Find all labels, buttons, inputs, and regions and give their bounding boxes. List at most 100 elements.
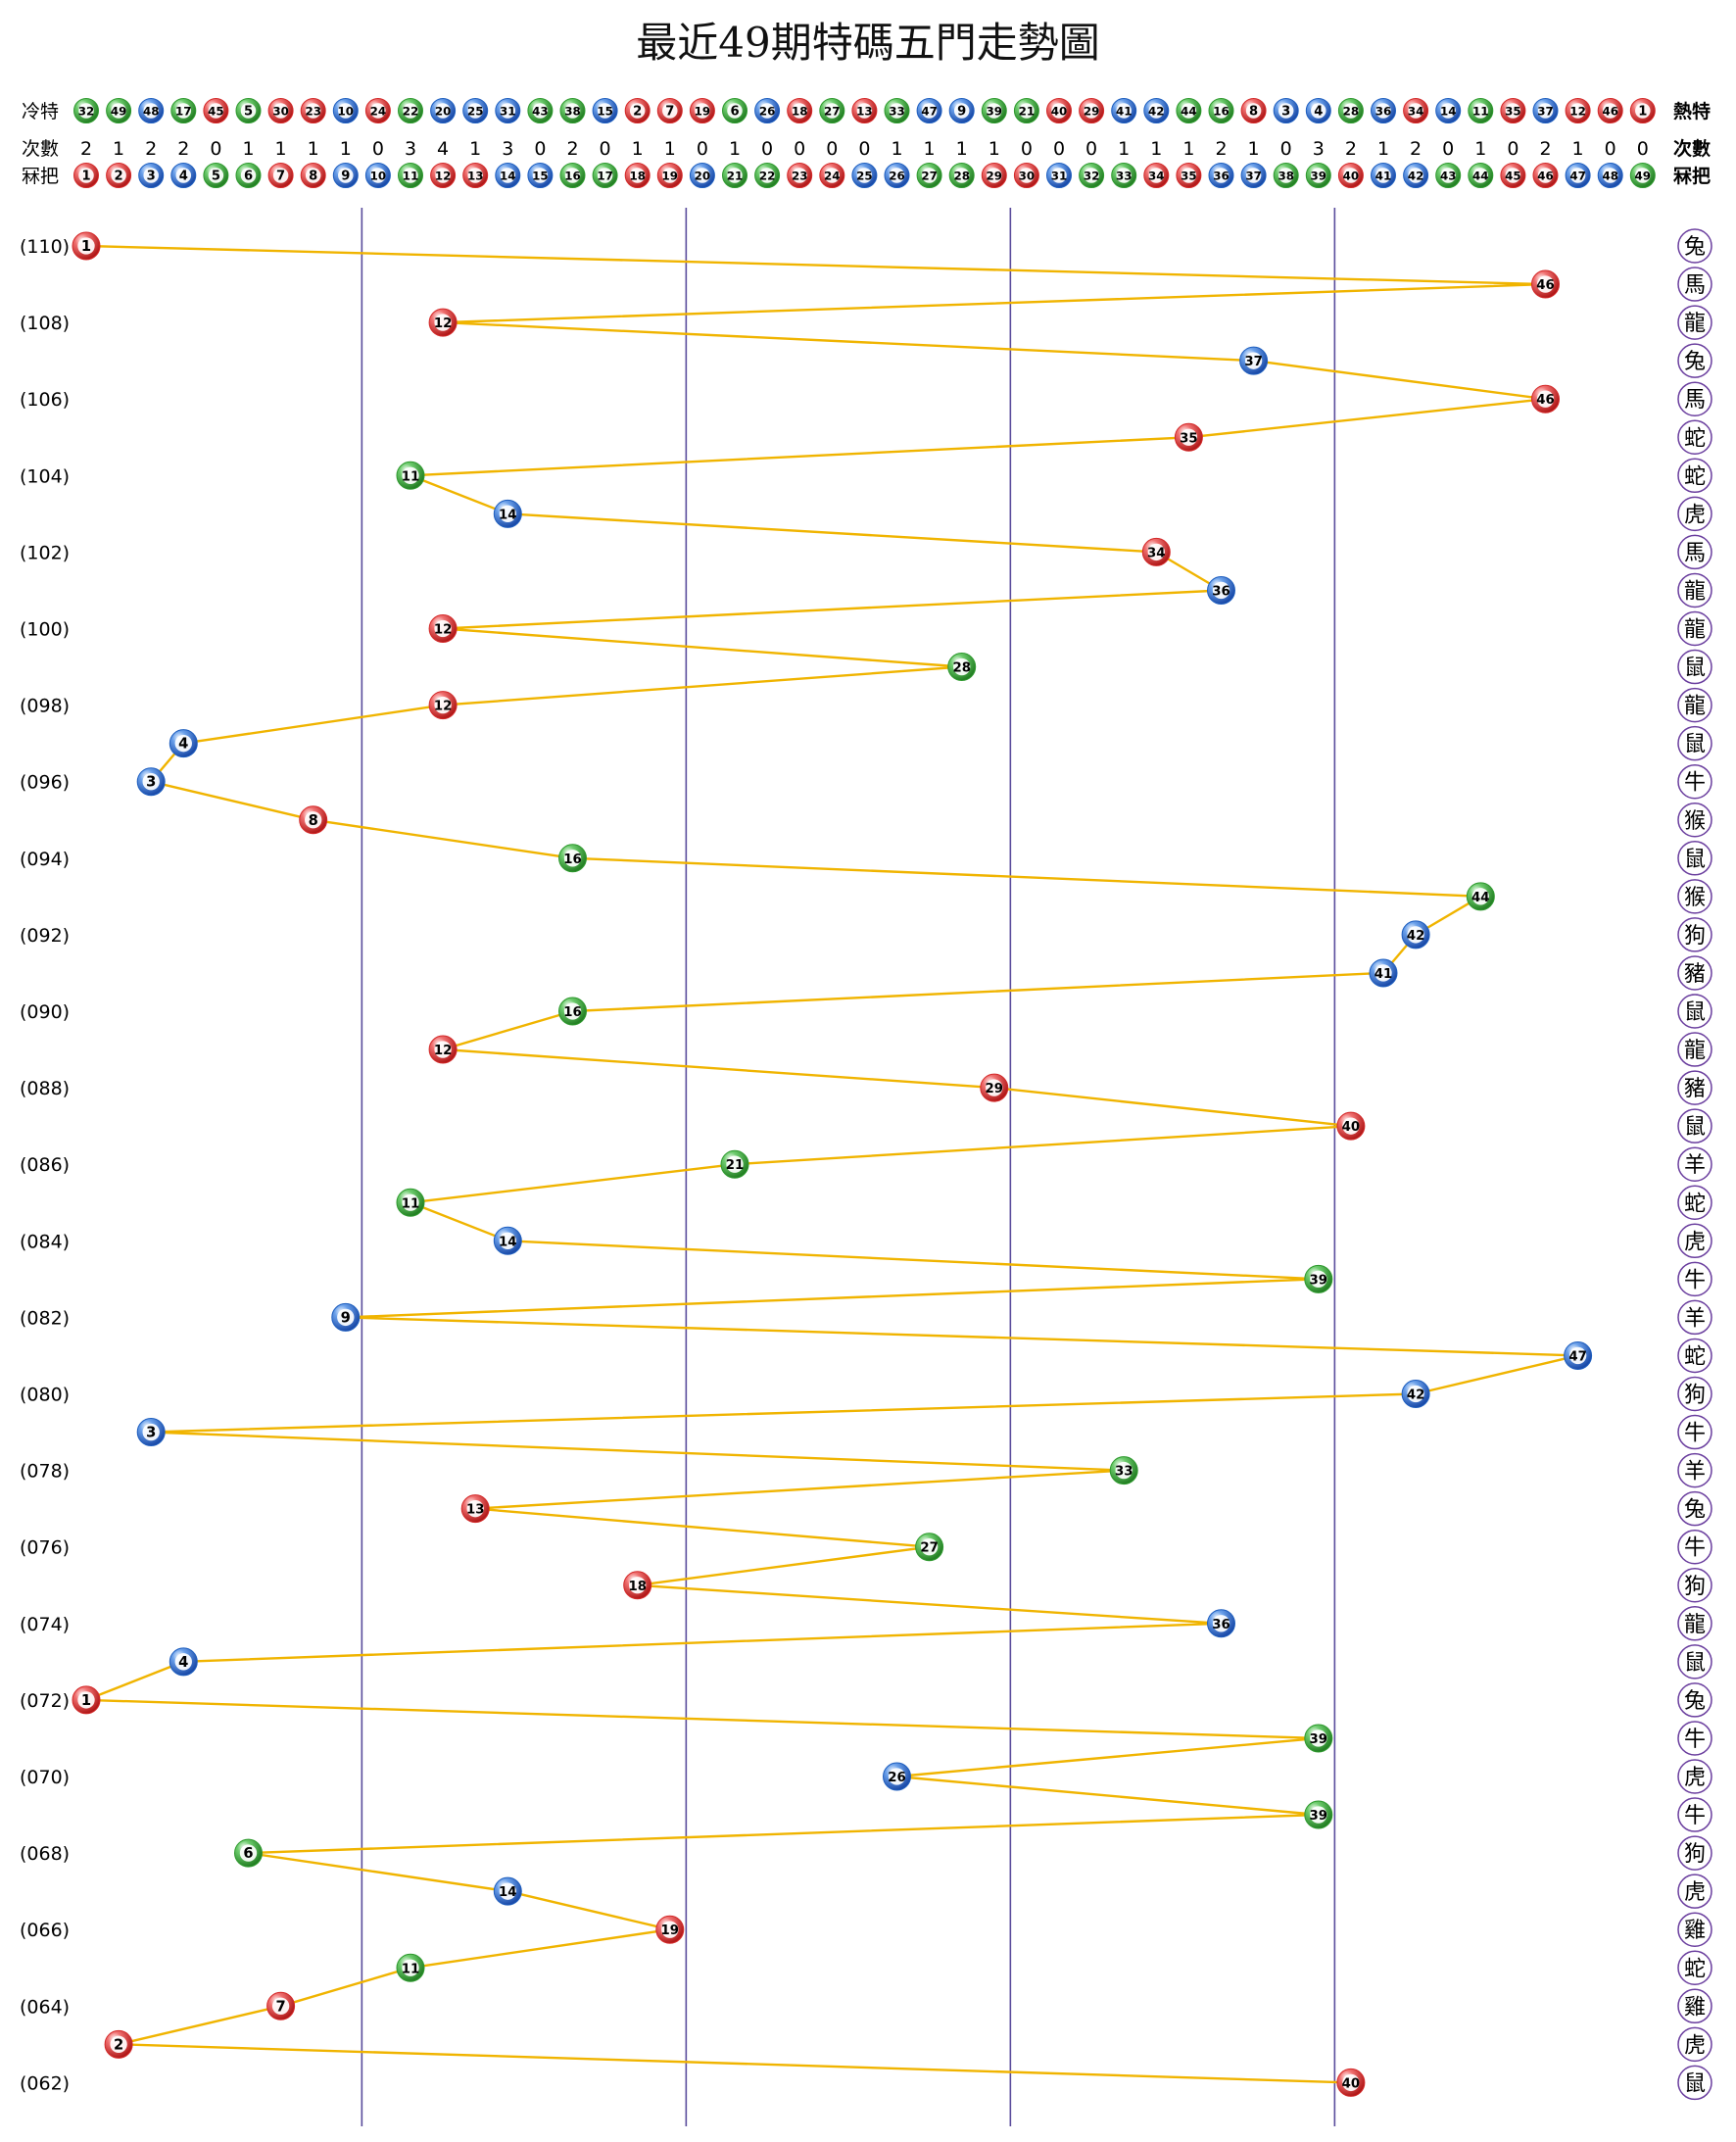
- zodiac-item: 龍: [1677, 610, 1712, 647]
- number-ball: 32: [1079, 163, 1105, 188]
- count-value: 1: [1150, 138, 1162, 160]
- draw-ball: 14: [493, 1876, 522, 1906]
- cold-hot-ball: 28: [1337, 98, 1364, 123]
- ball-number: 9: [341, 170, 350, 184]
- period-label: (066): [20, 1920, 70, 1941]
- ball-face: [175, 168, 192, 183]
- zodiac-label: 豬: [1684, 1077, 1706, 1101]
- cold-hot-ball: 10: [332, 98, 359, 123]
- draw-ball: 27: [915, 1533, 944, 1562]
- number-ball: 12: [430, 163, 457, 188]
- cold-hot-ball: 49: [106, 98, 132, 123]
- ball-face: [921, 103, 938, 119]
- number-ball: 23: [787, 163, 813, 188]
- ball-number: 1: [81, 1692, 91, 1709]
- zodiac-ring: [1677, 1797, 1712, 1832]
- ball-number: 22: [403, 105, 419, 119]
- ball-face: [1568, 1346, 1587, 1365]
- zodiac-ring: [1677, 305, 1712, 340]
- zodiac-item: 牛: [1677, 1261, 1712, 1297]
- zodiac-label: 狗: [1684, 924, 1706, 949]
- ball-face: [1471, 888, 1489, 905]
- zodiac-item: 兔: [1677, 343, 1712, 378]
- ball-face: [434, 696, 452, 714]
- zodiac-item: 鼠: [1677, 649, 1712, 685]
- zodiac-ring: [1677, 1414, 1712, 1450]
- count-value: 0: [761, 138, 773, 160]
- draw-ball: 42: [1401, 920, 1430, 949]
- ball-number: 34: [1148, 170, 1165, 183]
- zodiac-item: 蛇: [1677, 1338, 1712, 1374]
- ball-face: [1407, 926, 1424, 944]
- zodiac-ring: [1677, 994, 1712, 1029]
- zodiac-item: 雞: [1677, 1912, 1712, 1947]
- ball-number: 27: [824, 105, 841, 119]
- draw-ball: 11: [396, 461, 425, 490]
- ball-face: [402, 1193, 419, 1211]
- ball-face: [987, 103, 1002, 119]
- zodiac-ring: [1677, 725, 1712, 761]
- number-ball: 13: [462, 163, 489, 188]
- count-value: 2: [1539, 138, 1551, 160]
- ball-face: [824, 168, 841, 183]
- ball-number: 2: [115, 170, 123, 184]
- zodiac-ring: [1677, 1606, 1712, 1641]
- cold-hot-ball: 29: [1079, 98, 1105, 123]
- zodiac-label: 蛇: [1684, 464, 1706, 489]
- ball-face: [563, 850, 582, 867]
- ball-face: [499, 1882, 516, 1900]
- period-label: (098): [20, 696, 70, 717]
- zodiac-label: 鼠: [1684, 848, 1706, 872]
- zodiac-item: 狗: [1677, 1835, 1712, 1871]
- ball-number: 44: [1181, 105, 1197, 119]
- ball-face: [1245, 103, 1262, 119]
- count-value: 3: [405, 138, 416, 160]
- zodiac-ring: [1677, 763, 1712, 800]
- ball-number: 37: [1244, 355, 1263, 369]
- ball-number: 10: [370, 170, 387, 183]
- ball-number: 38: [564, 105, 581, 119]
- zodiac-label: 虎: [1684, 1230, 1706, 1254]
- zodiac-item: 虎: [1677, 2026, 1712, 2063]
- count-value: 3: [1313, 138, 1325, 160]
- ball-face: [142, 773, 160, 791]
- zodiac-ring: [1677, 267, 1712, 302]
- ball-number: 37: [1245, 170, 1262, 183]
- ball-number: 9: [957, 105, 966, 120]
- ball-number: 47: [1569, 170, 1586, 183]
- cold-hot-ball: 4: [1305, 98, 1331, 123]
- ball-face: [1310, 1806, 1327, 1824]
- cold-hot-ball: 17: [170, 98, 197, 123]
- ball-number: 39: [987, 105, 1003, 119]
- zodiac-ring: [1677, 1146, 1712, 1182]
- period-label: (074): [20, 1614, 70, 1635]
- ball-face: [1147, 543, 1165, 561]
- zodiac-column: 兔馬龍兔馬蛇蛇虎馬龍龍鼠龍鼠牛猴鼠猴狗豬鼠龍豬鼠羊蛇虎牛羊蛇狗牛羊兔牛狗龍鼠兔牛…: [1677, 228, 1712, 2101]
- count-value: 0: [1605, 138, 1616, 160]
- cold-hot-ball: 30: [267, 98, 294, 123]
- draw-ball: 40: [1336, 1111, 1366, 1141]
- ball-face: [597, 168, 613, 183]
- ball-number: 13: [856, 105, 873, 119]
- count-value: 0: [372, 138, 384, 160]
- number-ball: 46: [1532, 163, 1559, 188]
- zodiac-item: 馬: [1677, 534, 1712, 570]
- zodiac-ring: [1677, 1950, 1712, 1985]
- ball-face: [143, 103, 159, 119]
- count-value: 0: [1280, 138, 1292, 160]
- ball-face: [727, 103, 743, 119]
- zodiac-label: 豬: [1684, 962, 1706, 987]
- cold-hot-ball: 42: [1143, 98, 1170, 123]
- ball-number: 26: [888, 1771, 906, 1785]
- draw-ball: 26: [883, 1762, 911, 1791]
- ball-number: 17: [175, 105, 192, 119]
- cold-hot-ball: 23: [300, 98, 326, 123]
- ball-face: [1212, 1615, 1230, 1632]
- zodiac-ring: [1677, 1490, 1712, 1527]
- ball-face: [564, 168, 581, 183]
- number-ball: 17: [592, 163, 618, 188]
- number-ball: 18: [624, 163, 651, 188]
- ball-number: 44: [1472, 170, 1489, 183]
- number-ball: 42: [1403, 163, 1429, 188]
- cold-hot-ball: 15: [592, 98, 618, 123]
